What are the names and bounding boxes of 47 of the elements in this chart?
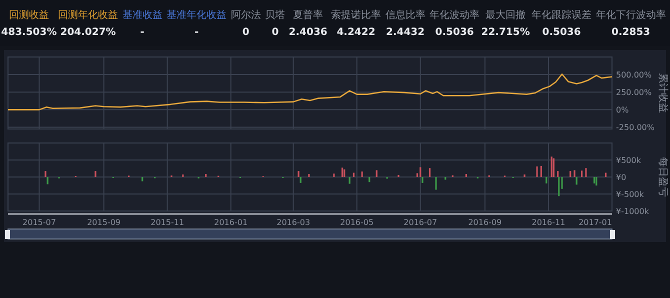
x-tick-label: 2016-09 [468, 218, 502, 227]
x-tick-label: 2017-01 [578, 218, 612, 227]
x-tick-label: 2016-11 [532, 218, 566, 227]
category-label: 回测收益 [8, 9, 49, 21]
y-tick-label: 250.00% [616, 88, 652, 97]
y-tick-label: ¥-1000k [616, 206, 650, 216]
x-tick-label: 2016-01 [214, 218, 248, 227]
y-tick-label: 500.00% [616, 70, 652, 80]
category-label: 年化波动率 [430, 9, 480, 21]
category-label: 索提诺比率 [330, 9, 381, 21]
category-label: 基准年化收益 [166, 9, 227, 21]
category-label: 最大回撤 [486, 9, 526, 21]
x-tick-label: 2016-03 [276, 218, 310, 227]
x-tick-label: 2015-09 [87, 218, 121, 227]
x-tick-label: 2016-05 [340, 218, 374, 227]
text: - [194, 27, 199, 38]
category-label: 贝塔 [265, 9, 286, 21]
y-tick-label: 0% [616, 105, 630, 114]
category-label: 夏普率 [293, 9, 324, 21]
category-label: 阿尔法 [230, 9, 261, 21]
line-series [7, 73, 613, 110]
text: 204.027% [60, 27, 116, 38]
text: 0 [272, 27, 279, 38]
y-tick-label: ¥0 [616, 172, 626, 182]
category-label: 年化跟踪误差 [532, 9, 592, 21]
text: 483.503% [1, 27, 57, 38]
y-tick-label: ¥-500k [616, 190, 644, 199]
text: - [140, 27, 144, 38]
text: 2.4036 [288, 27, 328, 38]
text: 0 [242, 27, 250, 38]
category-label: 信息比率 [385, 9, 426, 21]
text: 0.2853 [612, 27, 650, 38]
category-label: 年化下行波动率 [596, 9, 666, 21]
y-tick-label: ¥500k [616, 156, 642, 165]
category-label: 基准收益 [122, 9, 162, 21]
y-tick-label: -250.00% [616, 123, 655, 132]
text: 22.715% [481, 27, 530, 38]
text: 0.5036 [435, 27, 474, 38]
text: 4.2422 [336, 27, 376, 38]
category-label: 回测年化收益 [58, 9, 118, 21]
y-axis-title: 累计收益 [657, 73, 669, 113]
x-tick-label: 2015-07 [22, 218, 56, 227]
text: 2.4432 [386, 27, 425, 38]
x-tick-label: 2015-11 [150, 218, 184, 227]
y-axis-title: 每日盈亏 [657, 157, 669, 197]
x-tick-label: 2016-07 [404, 218, 438, 227]
text: 0.5036 [542, 27, 581, 38]
